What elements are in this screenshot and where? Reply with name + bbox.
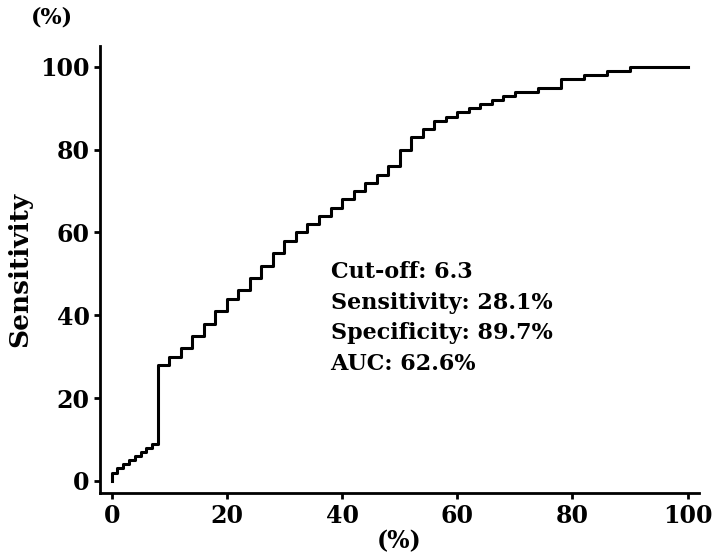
Y-axis label: Sensitivity: Sensitivity — [7, 192, 32, 347]
Text: (%): (%) — [32, 6, 73, 29]
X-axis label: (%): (%) — [377, 529, 422, 553]
Text: Cut-off: 6.3
Sensitivity: 28.1%
Specificity: 89.7%
AUC: 62.6%: Cut-off: 6.3 Sensitivity: 28.1% Specific… — [330, 262, 552, 375]
